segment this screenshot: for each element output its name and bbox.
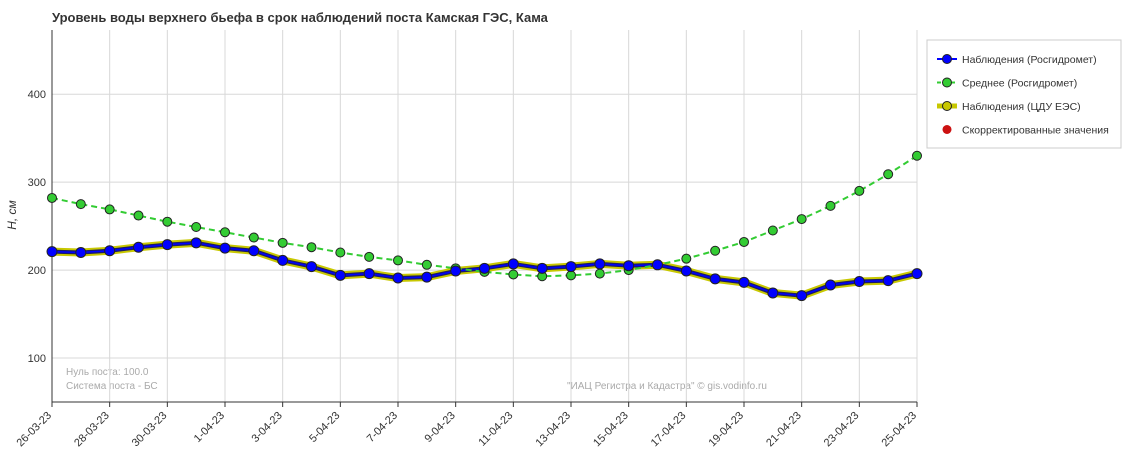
series-line	[51, 154, 918, 278]
legend-marker	[942, 77, 952, 88]
y-tick-label: 200	[28, 265, 46, 277]
point	[335, 247, 346, 258]
point	[739, 236, 749, 247]
x-tick-label: 13-04-23	[533, 410, 573, 450]
point	[190, 237, 202, 249]
point	[248, 245, 260, 257]
legend-label: Наблюдения (Росгидромет)	[962, 54, 1097, 66]
point	[161, 239, 173, 251]
point	[796, 214, 807, 225]
point	[681, 253, 692, 264]
point	[825, 279, 836, 291]
point	[75, 246, 87, 258]
point	[853, 276, 865, 288]
credit: "ИАЦ Регистра и Кадастра" © gis.vodinfo.…	[567, 381, 767, 392]
legend-marker	[942, 54, 952, 64]
point	[738, 276, 750, 288]
legend-label: Скорректированные значения	[962, 125, 1109, 137]
x-tick-label: 21-04-23	[764, 410, 804, 450]
point	[652, 259, 663, 271]
point	[104, 245, 116, 257]
y-tick-label: 300	[28, 177, 46, 189]
point	[421, 271, 433, 283]
x-tick-label: 19-04-23	[706, 410, 746, 450]
point	[623, 260, 635, 272]
point	[393, 255, 403, 266]
point	[306, 242, 317, 253]
point	[507, 258, 519, 270]
legend-label: Наблюдения (ЦДУ ЕЭС)	[962, 101, 1081, 113]
x-tick-label: 11-04-23	[476, 410, 515, 449]
point	[220, 227, 230, 238]
x-tick-label: 9-04-23	[422, 410, 457, 445]
point	[46, 246, 58, 258]
y-tick-label: 100	[28, 353, 46, 365]
x-tick-label: 7-04-23	[365, 410, 400, 445]
legend-marker	[942, 101, 952, 111]
point	[363, 268, 375, 280]
legend-box	[926, 39, 1122, 149]
annotation: Нуль поста: 100.0	[66, 367, 149, 378]
x-tick-label: 5-04-23	[307, 410, 342, 445]
x-tick-label: 1-04-23	[192, 410, 227, 445]
point	[882, 275, 894, 287]
point	[796, 290, 808, 302]
point	[392, 272, 404, 284]
x-tick-label: 17-04-23	[649, 410, 689, 450]
point	[912, 150, 922, 161]
point	[450, 265, 462, 277]
chart-title: Уровень воды верхнего бьефа в срок наблю…	[52, 10, 549, 25]
point	[219, 242, 231, 254]
x-tick-label: 3-04-23	[249, 410, 284, 445]
point	[565, 261, 577, 273]
x-tick-label: 25-04-23	[879, 410, 919, 450]
point	[104, 204, 115, 215]
point	[306, 261, 317, 273]
legend-label: Среднее (Росгидромет)	[962, 78, 1077, 90]
annotation: Система поста - БС	[66, 381, 158, 392]
x-tick-label: 26-03-23	[14, 410, 54, 450]
point	[594, 268, 605, 279]
x-tick-label: 30-03-23	[130, 410, 170, 450]
x-tick-label: 15-04-23	[591, 410, 631, 450]
point	[825, 200, 836, 211]
point	[594, 258, 606, 270]
x-tick-label: 23-04-23	[822, 410, 862, 450]
y-axis-label: H, см	[5, 200, 19, 230]
x-tick-label: 28-03-23	[72, 410, 112, 450]
point	[75, 199, 86, 210]
point	[680, 265, 692, 277]
point	[334, 269, 346, 281]
point	[479, 262, 490, 274]
point	[710, 245, 721, 256]
point	[767, 287, 779, 299]
point	[191, 221, 202, 232]
point	[277, 237, 288, 248]
legend-marker	[942, 125, 952, 134]
point	[248, 232, 259, 243]
point	[421, 259, 432, 270]
point	[508, 269, 519, 280]
point	[883, 169, 894, 180]
point	[133, 241, 144, 253]
y-tick-label: 400	[28, 89, 46, 101]
point	[911, 268, 923, 280]
point	[709, 273, 721, 285]
point	[767, 225, 778, 236]
point	[47, 192, 57, 203]
point	[566, 270, 576, 281]
point	[133, 210, 144, 221]
point	[854, 185, 865, 196]
point	[162, 216, 173, 227]
point	[277, 254, 289, 266]
point	[364, 251, 375, 262]
point	[536, 262, 548, 274]
